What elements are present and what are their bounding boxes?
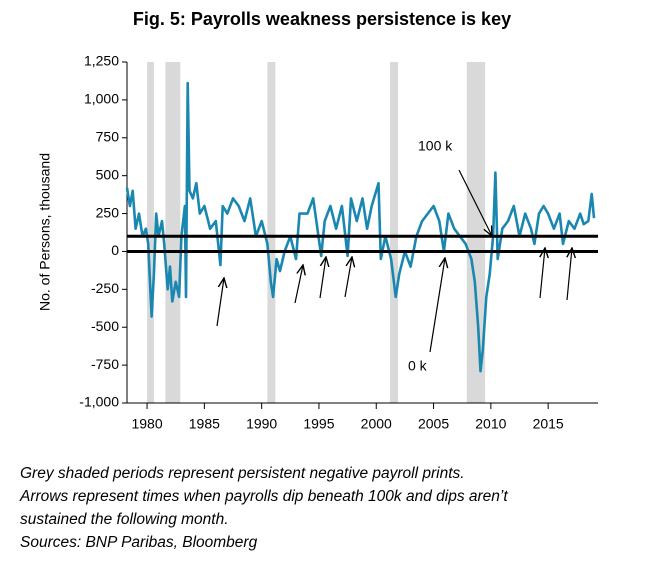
y-tick-label: 250 — [96, 204, 120, 220]
x-tick-label: 1990 — [246, 416, 277, 432]
arrow — [458, 169, 492, 236]
shaded-period — [267, 62, 276, 403]
y-tick-label: 750 — [96, 128, 120, 144]
series-line — [125, 81, 596, 373]
note: sustained the following month. — [20, 511, 229, 528]
shaded-period — [147, 62, 154, 403]
arrow — [294, 265, 303, 304]
y-tick-label: -1,000 — [79, 394, 119, 410]
x-tick-label: 2000 — [361, 416, 392, 432]
x-tick-label: 2005 — [418, 416, 449, 432]
y-tick-label: -250 — [91, 280, 119, 296]
y-tick-label: 1,250 — [84, 53, 119, 69]
arrow — [567, 248, 572, 301]
note: Arrows represent times when payrolls dip… — [19, 488, 508, 505]
y-tick-label: -500 — [91, 318, 119, 334]
x-tick-label: 1995 — [303, 416, 334, 432]
arrow — [429, 258, 445, 353]
arrow — [319, 257, 326, 299]
annotation: 0 k — [408, 358, 428, 374]
shaded-period — [165, 62, 181, 403]
arrow — [216, 278, 224, 327]
y-tick-label: 0 — [111, 242, 119, 258]
x-tick-label: 1985 — [189, 416, 220, 432]
note: Grey shaded periods represent persistent… — [20, 465, 465, 482]
note: Sources: BNP Paribas, Bloomberg — [20, 534, 258, 551]
x-tick-label: 1980 — [131, 416, 162, 432]
arrows — [216, 169, 572, 353]
shaded-period — [390, 62, 399, 403]
x-tick-label: 2010 — [475, 416, 506, 432]
y-axis-label: No. of Persons, thousand — [37, 153, 53, 311]
x-tick-label: 2015 — [533, 416, 564, 432]
arrow — [344, 257, 352, 298]
arrow — [540, 248, 545, 299]
annotation: 100 k — [418, 138, 453, 154]
y-tick-label: -750 — [91, 356, 119, 372]
y-tick-label: 1,000 — [84, 91, 119, 107]
shaded-period — [466, 62, 486, 403]
y-tick-label: 500 — [96, 166, 120, 182]
chart-title: Fig. 5: Payrolls weakness persistence is… — [133, 9, 511, 29]
